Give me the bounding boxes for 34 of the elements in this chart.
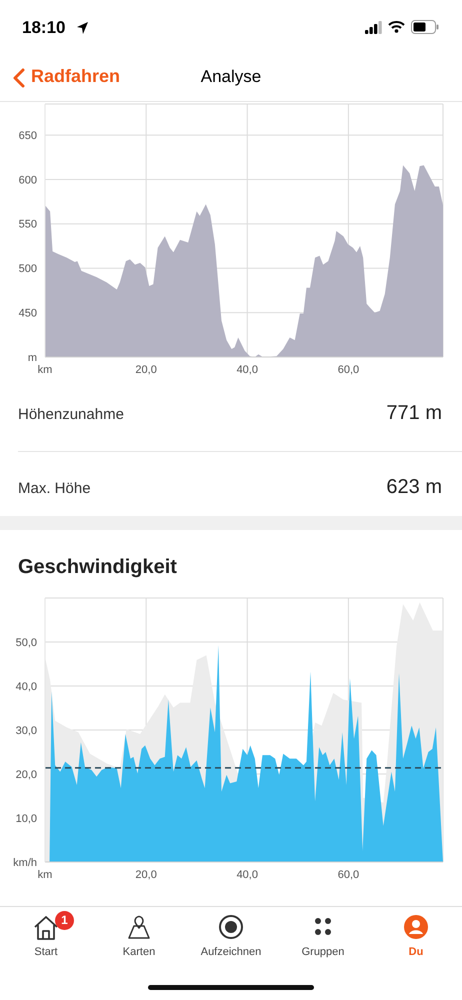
y-tick-label: 10,0 bbox=[16, 812, 37, 825]
text: 771 m bbox=[386, 402, 442, 425]
text: Du bbox=[408, 946, 424, 958]
y-tick-label: m bbox=[28, 352, 37, 364]
text: 1 bbox=[61, 913, 68, 927]
x-tick-label: 20,0 bbox=[135, 364, 157, 376]
text: Start bbox=[34, 946, 58, 958]
y-tick-label: 40,0 bbox=[16, 680, 37, 693]
x-tick-label: 40,0 bbox=[236, 868, 258, 881]
text: Analyse bbox=[200, 67, 262, 87]
text: Gruppen bbox=[302, 946, 344, 958]
text: 623 m bbox=[386, 476, 442, 499]
x-tick-label: 60,0 bbox=[338, 868, 360, 881]
text: Karten bbox=[122, 946, 156, 958]
y-tick-label: 450 bbox=[18, 308, 37, 320]
y-tick-label: 20,0 bbox=[16, 768, 37, 781]
y-tick-label: 30,0 bbox=[16, 724, 37, 737]
y-tick-label: 500 bbox=[18, 263, 37, 276]
x-tick-label: 40,0 bbox=[236, 364, 258, 376]
y-tick-label: 550 bbox=[18, 218, 37, 231]
text: Radfahren bbox=[31, 66, 120, 87]
text: Höhenzunahme bbox=[18, 406, 124, 423]
y-tick-label: 650 bbox=[18, 130, 37, 142]
y-tick-label: km/h bbox=[13, 856, 37, 869]
x-tick-label: km bbox=[38, 868, 52, 881]
y-tick-label: 600 bbox=[18, 174, 37, 186]
x-tick-label: km bbox=[38, 364, 52, 376]
text: Max. Höhe bbox=[18, 480, 91, 497]
y-tick-label: 50,0 bbox=[16, 636, 37, 649]
text: 18:10 bbox=[22, 18, 66, 38]
x-tick-label: 60,0 bbox=[338, 364, 360, 376]
x-tick-label: 20,0 bbox=[135, 868, 157, 881]
text: Aufzeichnen bbox=[200, 946, 262, 958]
chart-title: Geschwindigkeit bbox=[18, 556, 177, 579]
